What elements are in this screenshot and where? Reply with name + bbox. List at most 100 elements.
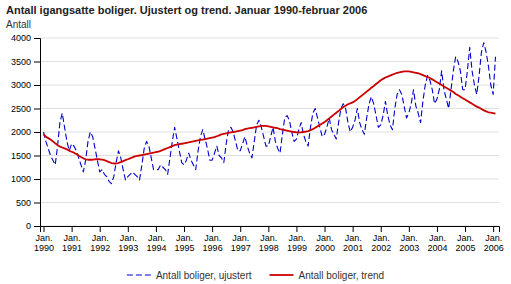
x-tick-label-line: Jan. [36,233,53,243]
x-tick-label: Jan.2005 [456,233,476,253]
x-tick: Jan.1992 [90,226,110,253]
x-tick-label-line: 2005 [456,243,476,253]
x-axis: Jan.1990Jan.1991Jan.1992Jan.1993Jan.1994… [34,226,504,253]
x-tick-mark [465,226,466,232]
y-tick: 0 [26,221,40,231]
y-tick-label: 500 [16,198,31,208]
x-tick: Jan.1993 [118,226,138,253]
x-tick-label-line: Jan. [288,233,305,243]
x-tick-label: Jan.1996 [203,233,223,253]
x-tick-label: Jan.2000 [315,233,335,253]
x-tick-label: Jan.1991 [62,233,82,253]
y-tick: 3500 [11,57,40,67]
x-tick-label-line: Jan. [148,233,165,243]
x-tick-label-line: 2001 [343,243,363,253]
x-tick-mark [437,226,438,232]
x-tick-label: Jan.2006 [484,233,504,253]
x-axis-line [41,227,500,233]
y-tick-mark [34,85,40,86]
x-tick-mark [240,226,241,232]
x-tick-label-line: Jan. [64,233,81,243]
grid-line [40,179,499,180]
x-tick: Jan.1990 [34,226,54,253]
x-tick-label-line: 1999 [287,243,307,253]
x-tick-label-line: Jan. [429,233,446,243]
y-tick-label: 2000 [11,127,31,137]
x-tick: Jan.2006 [484,226,504,253]
grid-line [40,108,499,109]
x-tick-mark [325,226,326,232]
grid-line [40,202,499,203]
y-tick-label: 3000 [11,80,31,90]
x-tick-label-line: 1998 [259,243,279,253]
x-tick-label-line: 2004 [427,243,447,253]
x-tick: Jan.1994 [146,226,166,253]
y-axis-title: Antall [6,19,31,30]
x-tick-label-line: Jan. [260,233,277,243]
legend: Antall boliger, ujustert Antall boliger, … [127,270,384,281]
x-tick-label: Jan.1997 [231,233,251,253]
y-tick: 1500 [11,151,40,161]
x-tick-mark [381,226,382,232]
y-tick-mark [34,38,40,39]
chart-container: Antall igangsatte boliger. Ujustert og t… [0,0,511,284]
y-tick-mark [34,226,40,227]
x-tick-label: Jan.1995 [175,233,195,253]
y-tick-label: 3500 [11,57,31,67]
x-tick-label-line: 2003 [399,243,419,253]
x-tick-label-line: Jan. [232,233,249,243]
series-group [44,43,496,184]
y-tick-label: 1000 [11,174,31,184]
legend-item: Antall boliger, ujustert [127,270,252,281]
grid-line [40,155,499,156]
x-tick: Jan.2004 [427,226,447,253]
legend-label: Antall boliger, ujustert [156,270,252,281]
x-tick-mark [72,226,73,232]
y-axis-line [34,39,41,227]
x-tick-label-line: Jan. [204,233,221,243]
y-tick-label: 4000 [11,33,31,43]
y-tick: 500 [16,198,40,208]
x-tick-mark [268,226,269,232]
legend-label: Antall boliger, trend [299,270,385,281]
x-tick-mark [100,226,101,232]
legend-swatch [127,274,151,275]
x-tick-label: Jan.2002 [371,233,391,253]
x-tick-label-line: 1992 [90,243,110,253]
y-tick-label: 2500 [11,104,31,114]
x-tick: Jan.1996 [203,226,223,253]
legend-swatch [270,274,294,276]
series-line [44,71,496,163]
grid [40,38,499,226]
y-tick-mark [34,156,40,157]
x-tick-mark [156,226,157,232]
y-tick: 2500 [11,104,40,114]
x-tick: Jan.2003 [399,226,419,253]
y-tick: 4000 [11,33,40,43]
x-tick: Jan.1995 [175,226,195,253]
y-tick-mark [34,109,40,110]
x-tick-label-line: Jan. [485,233,502,243]
x-tick-mark [128,226,129,232]
x-tick-mark [409,226,410,232]
x-tick: Jan.2001 [343,226,363,253]
y-tick-label: 1500 [11,151,31,161]
legend-item: Antall boliger, trend [270,270,385,281]
x-tick-mark [493,226,494,232]
y-tick-mark [34,179,40,180]
grid-line [40,85,499,86]
x-tick-label: Jan.1993 [118,233,138,253]
x-tick-mark [184,226,185,232]
x-tick: Jan.2000 [315,226,335,253]
grid-line [40,61,499,62]
x-tick-label-line: Jan. [176,233,193,243]
x-tick-label-line: 2006 [484,243,504,253]
y-axis: 0 500 1000 1500 2000 2500 3000 3500 4000 [11,33,41,231]
y-tick: 3000 [11,80,40,90]
y-tick-mark [34,132,40,133]
x-tick-label-line: Jan. [401,233,418,243]
plot-area: 0 500 1000 1500 2000 2500 3000 3500 4000 Jan.1990… [11,33,504,253]
x-tick-mark [44,226,45,232]
y-tick-mark [34,203,40,204]
x-tick-label: Jan.2003 [399,233,419,253]
